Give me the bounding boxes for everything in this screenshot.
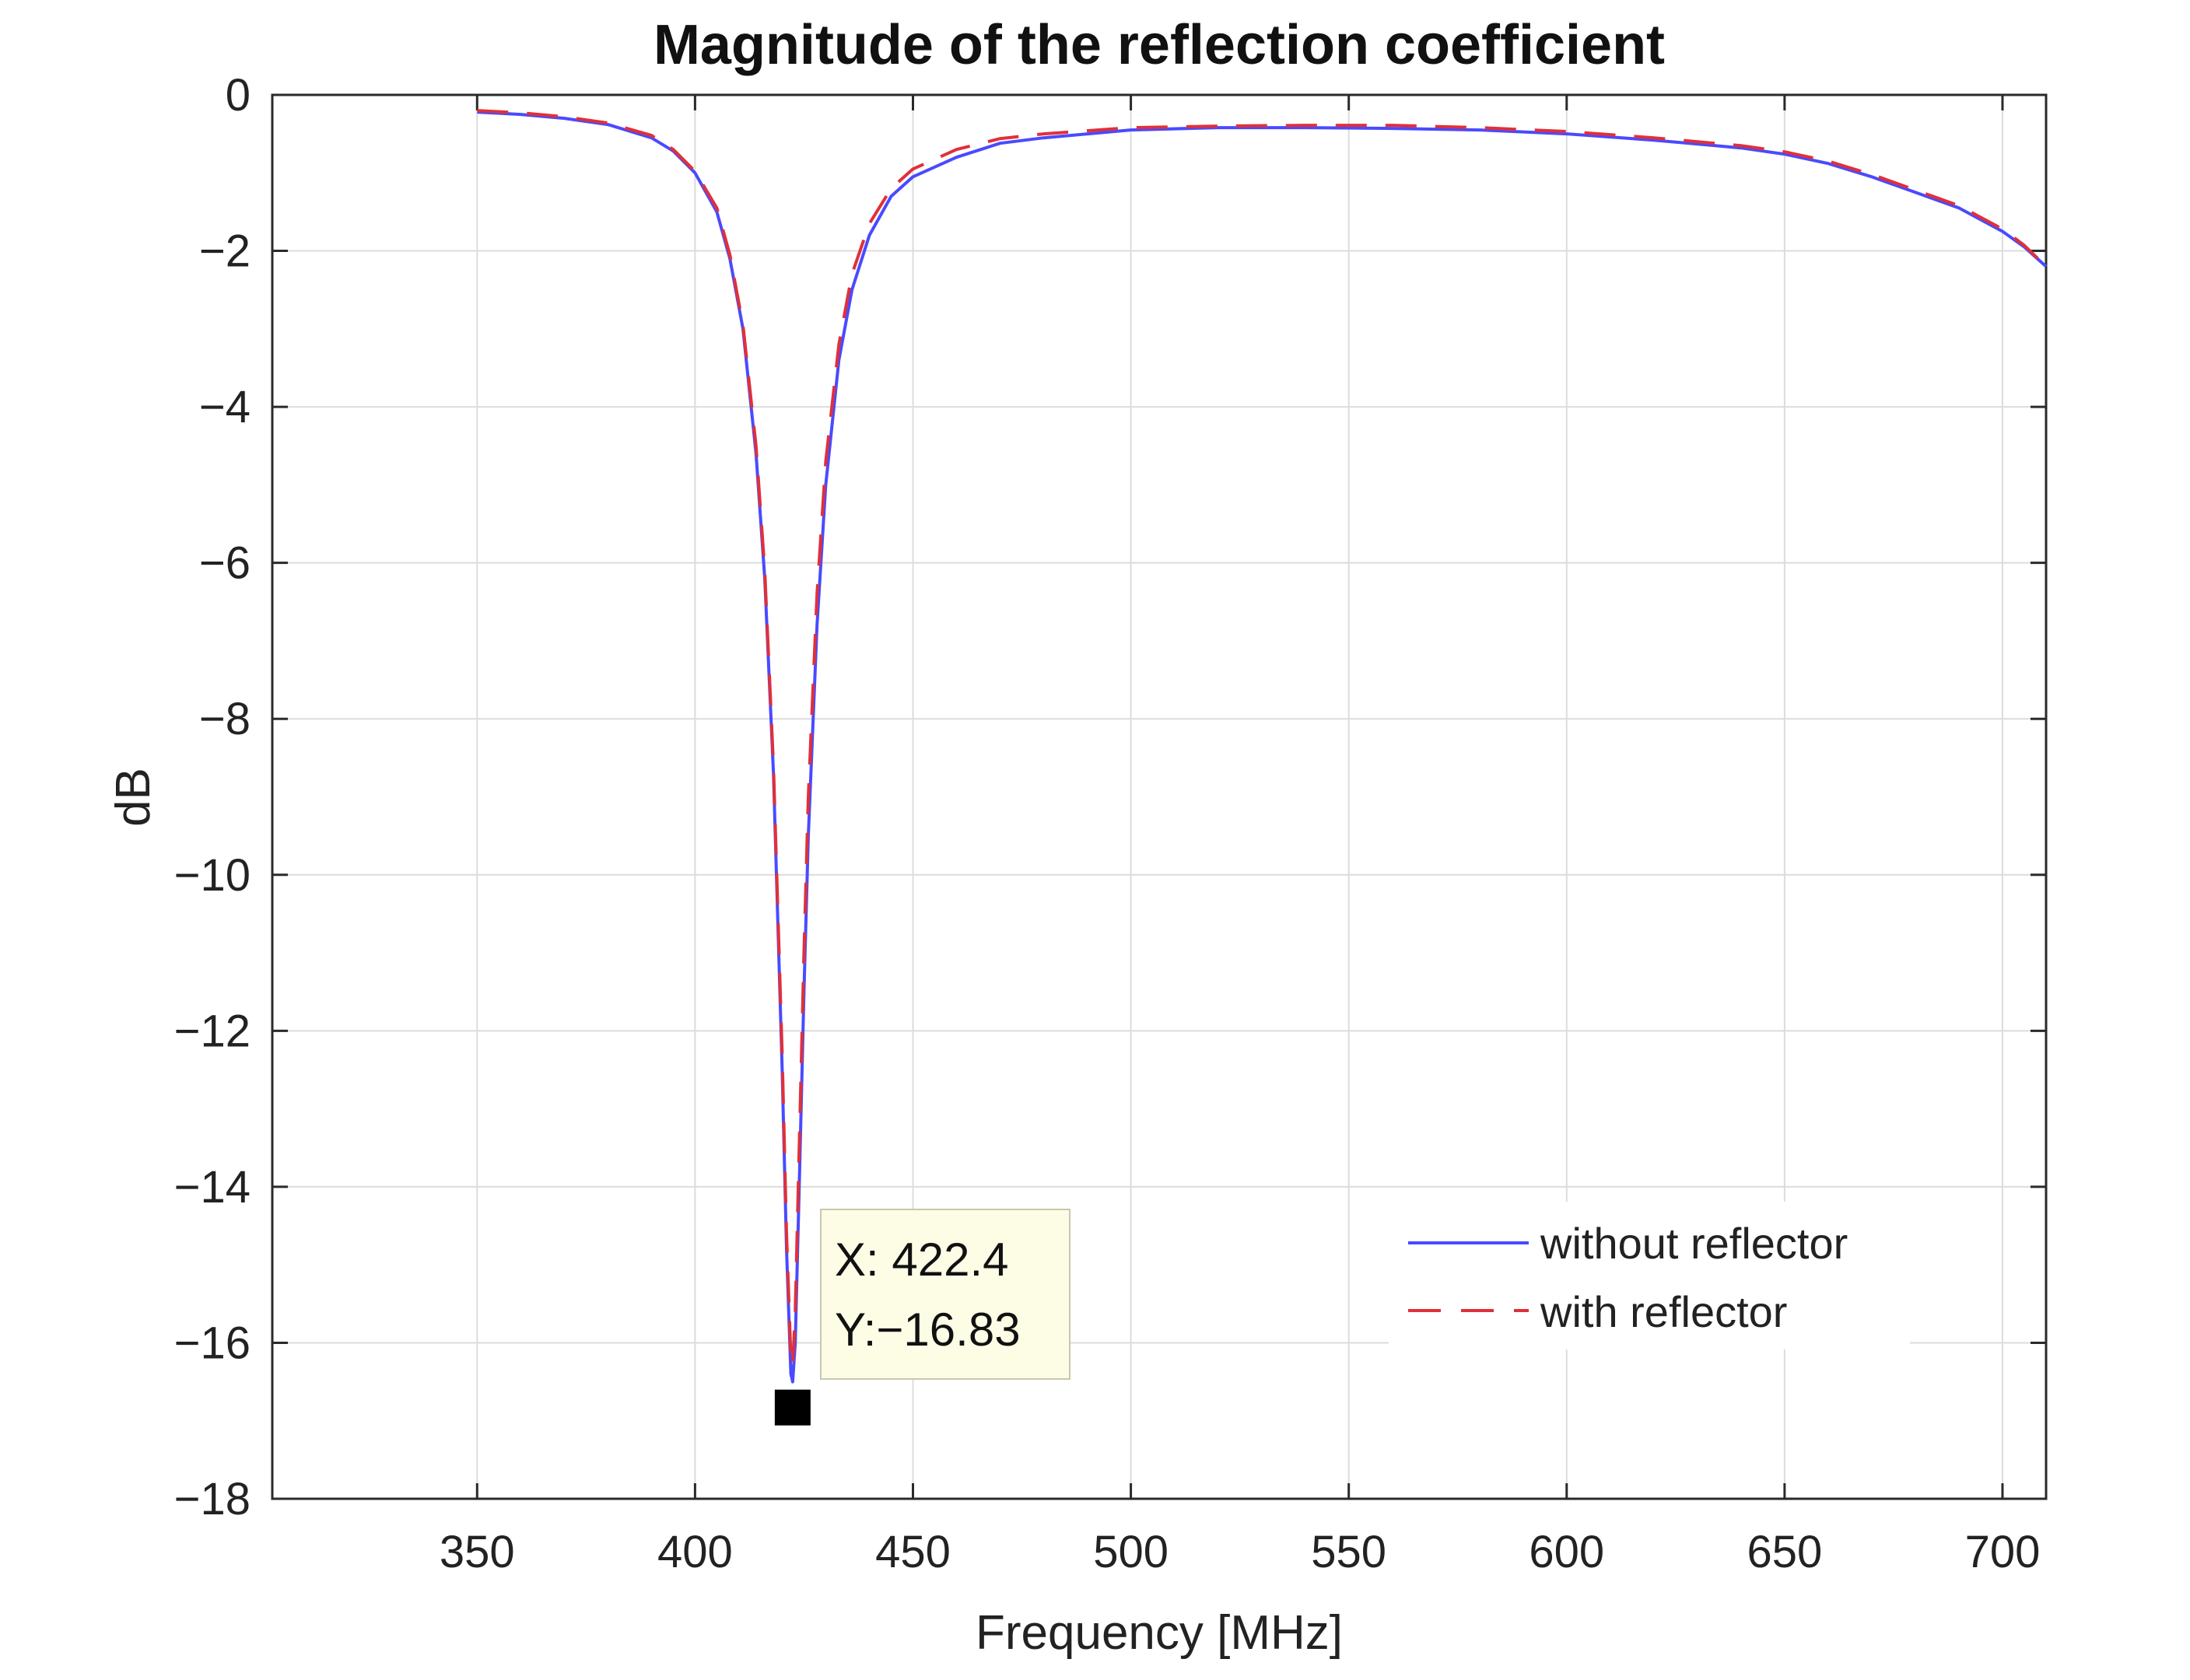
axis-ticks: 350 400 450 500 550 600 650 700 0 −2 −4 −6 −8 −10 −12 −…	[174, 70, 2046, 1577]
x-tick-label: 600	[1529, 1527, 1604, 1577]
legend: without reflector with reflector	[1389, 1202, 1910, 1349]
x-tick-label: 650	[1747, 1527, 1822, 1577]
y-tick-label: −2	[199, 226, 251, 277]
y-tick-label: −16	[174, 1318, 251, 1368]
series-line-with-reflector	[477, 109, 2048, 1368]
y-axis-label: dB	[107, 768, 160, 827]
chart-title: Magnitude of the reflection coefficient	[653, 14, 1665, 76]
datatip-y-label: Y:−16.83	[835, 1304, 1021, 1356]
y-tick-label: −14	[174, 1162, 251, 1213]
x-tick-label: 350	[440, 1527, 515, 1577]
x-tick-label: 500	[1093, 1527, 1169, 1577]
legend-label-without-reflector: without reflector	[1540, 1219, 1848, 1268]
x-tick-label: 400	[657, 1527, 733, 1577]
y-tick-label: −10	[174, 850, 251, 901]
legend-label-with-reflector: with reflector	[1540, 1287, 1787, 1336]
y-tick-label: −12	[174, 1006, 251, 1056]
x-tick-label: 550	[1311, 1527, 1386, 1577]
y-tick-label: −8	[199, 694, 251, 744]
series-line-without-reflector	[477, 110, 2048, 1384]
x-tick-label: 450	[875, 1527, 951, 1577]
datatip: X: 422.4 Y:−16.83	[774, 1209, 1070, 1426]
x-axis-label: Frequency [MHz]	[976, 1606, 1343, 1660]
datatip-box	[820, 1209, 1070, 1380]
y-tick-label: −4	[199, 382, 251, 432]
series-layer	[477, 109, 2048, 1384]
y-tick-label: −6	[199, 538, 251, 589]
y-tick-label: 0	[226, 70, 251, 121]
datatip-x-label: X: 422.4	[835, 1234, 1009, 1286]
x-tick-label: 700	[1965, 1527, 2041, 1577]
y-tick-label: −18	[174, 1474, 251, 1524]
datatip-marker	[774, 1389, 811, 1426]
legend-box	[1389, 1202, 1910, 1349]
plot-area-frame	[271, 93, 2048, 1500]
